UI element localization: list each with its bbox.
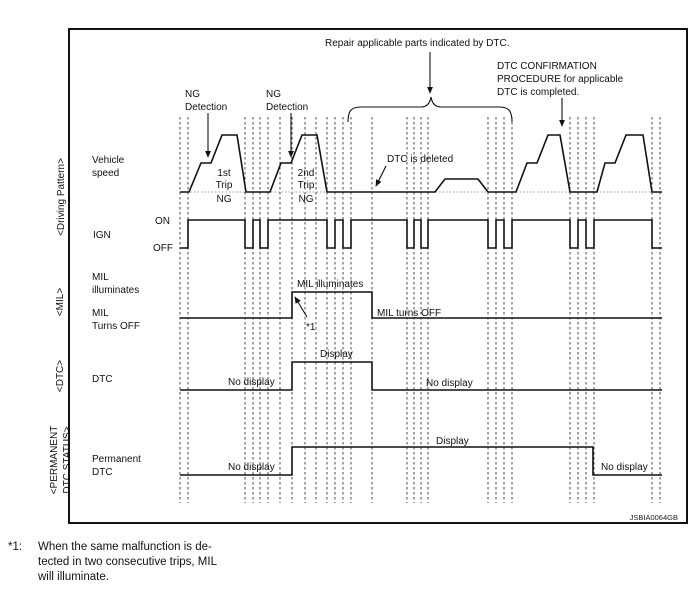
trip1-label-line1: 1st bbox=[217, 168, 231, 179]
section-dtc: <DTC> bbox=[55, 360, 66, 392]
confirmation-annotation-line2: PROCEDURE for applicable bbox=[497, 74, 624, 85]
section-mil: <MIL> bbox=[55, 288, 66, 317]
trip1-ng-label: NG bbox=[217, 194, 232, 205]
row-mil-turns-off-line1: MIL bbox=[92, 308, 109, 319]
permanent-display: Display bbox=[436, 436, 469, 447]
footnote-line2: tected in two consecutive trips, MIL bbox=[38, 556, 218, 568]
ign-on-label: ON bbox=[155, 216, 170, 227]
dtc-deleted-arrow bbox=[375, 165, 387, 187]
footnote-line3: will illuminate. bbox=[37, 571, 109, 583]
row-vehicle-speed-line1: Vehicle bbox=[92, 155, 125, 166]
permanent-no-display-left: No display bbox=[228, 462, 275, 473]
repair-annotation: Repair applicable parts indicated by DTC… bbox=[325, 38, 510, 49]
figure-id: JSBIA0064GB bbox=[630, 513, 678, 522]
event-gridlines bbox=[179, 117, 661, 503]
dtc-no-display-left: No display bbox=[228, 377, 275, 388]
row-vehicle-speed-line2: speed bbox=[92, 168, 119, 179]
figure-border bbox=[68, 28, 688, 524]
dtc-waveform bbox=[180, 361, 662, 391]
section-permanent-line2: DTC STATUS> bbox=[62, 426, 73, 493]
row-dtc: DTC bbox=[92, 374, 113, 385]
row-ign: IGN bbox=[93, 230, 111, 241]
mil-illuminates-note: MIL illuminates bbox=[297, 279, 363, 290]
permanent-no-display-right: No display bbox=[601, 462, 648, 473]
vehicle-speed-waveform bbox=[180, 134, 662, 193]
footnote-ref-arrow bbox=[294, 296, 308, 318]
footnote-marker: *1: bbox=[8, 541, 22, 553]
repair-period-brace bbox=[347, 96, 513, 123]
annotation-arrows bbox=[205, 52, 565, 318]
ng-detection-1-label-line2: Detection bbox=[185, 102, 227, 113]
row-mil-turns-off-line2: Turns OFF bbox=[92, 321, 140, 332]
mil-waveform bbox=[180, 291, 662, 319]
dtc-no-display-right: No display bbox=[426, 378, 473, 389]
ng-detection-2-label-line1: NG bbox=[266, 89, 281, 100]
confirmation-annotation-line3: DTC is completed. bbox=[497, 87, 579, 98]
dtc-display: Display bbox=[320, 349, 353, 360]
trip2-ng-label: NG bbox=[299, 194, 314, 205]
row-permanent-dtc-line1: Permanent bbox=[92, 454, 141, 465]
footnote-ref-label: *1 bbox=[306, 322, 316, 333]
permanent-dtc-waveform bbox=[180, 446, 662, 476]
dtc-deleted-label: DTC is deleted bbox=[387, 154, 453, 165]
ign-waveform bbox=[180, 219, 662, 249]
row-mil-illuminates-line1: MIL bbox=[92, 272, 109, 283]
row-permanent-dtc-line2: DTC bbox=[92, 467, 113, 478]
section-permanent-line1: <PERMANENT bbox=[49, 426, 60, 495]
ng-detection-2-label-line2: Detection bbox=[266, 102, 308, 113]
footnote-line1: When the same malfunction is de- bbox=[38, 541, 212, 553]
mil-turns-off-note: MIL turns OFF bbox=[377, 308, 441, 319]
trip1-label-line2: Trip bbox=[216, 180, 233, 191]
row-mil-illuminates-line2: illuminates bbox=[92, 285, 139, 296]
confirmation-annotation-line1: DTC CONFIRMATION bbox=[497, 61, 597, 72]
section-driving-pattern: <Driving Pattern> bbox=[56, 158, 67, 236]
ign-off-label: OFF bbox=[153, 243, 173, 254]
trip2-label-line2: Trip bbox=[298, 180, 315, 191]
ng-detection-1-label-line1: NG bbox=[185, 89, 200, 100]
trip2-label-line1: 2nd bbox=[298, 168, 315, 179]
